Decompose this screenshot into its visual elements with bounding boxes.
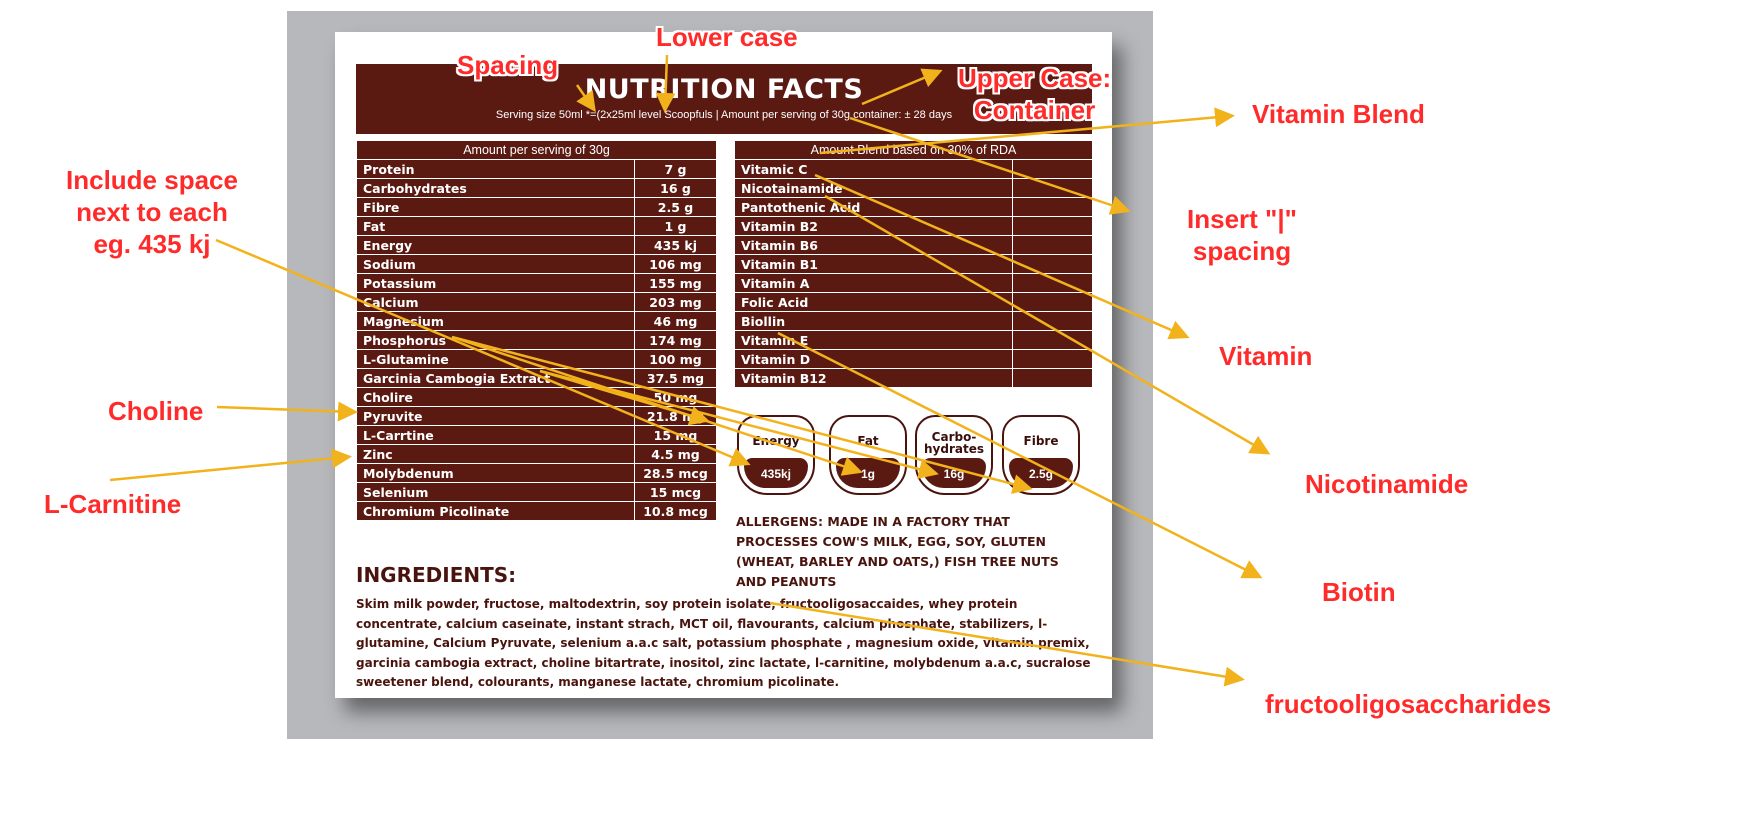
badge-name: Energy	[752, 434, 800, 448]
nutrient-value: 4.5 mg	[634, 444, 717, 464]
annotation-vitamin: Vitamin	[1219, 341, 1313, 371]
nutrient-row: Fat 1 g	[356, 216, 717, 236]
label-title: NUTRITION FACTS	[584, 74, 864, 105]
nutrient-value: 15 mg	[634, 425, 717, 445]
annotation-upper-case-text: Upper Case: Container	[958, 63, 1112, 125]
annotation-nicotinamide: Nicotinamide	[1305, 469, 1469, 499]
vitamin-name: Vitamin B12	[734, 368, 1013, 388]
vitamin-row: Vitamin B1	[734, 254, 1093, 274]
annotation-include-space: Include space next to each eg. 435 kj	[66, 164, 238, 260]
vitamin-name: Vitamin D	[734, 349, 1013, 369]
nutrient-value: 1 g	[634, 216, 717, 236]
badge-name: Carbo-hydrates	[924, 430, 984, 456]
nutrient-row: L-Glutamine 100 mg	[356, 349, 717, 369]
nutrient-row: Potassium 155 mg	[356, 273, 717, 293]
nutrient-name: Molybdenum	[356, 463, 635, 483]
vitamin-row: Pantothenic Acid	[734, 197, 1093, 217]
annotation-upper-case: Upper Case: Container	[958, 62, 1111, 126]
nutrient-value: 100 mg	[634, 349, 717, 369]
arrow-space-4	[451, 335, 1033, 494]
nutrient-row: Garcinia Cambogia Extract 37.5 mg	[356, 368, 717, 388]
badge-value: 435kj	[760, 467, 792, 481]
vitamin-row: Vitamin B6	[734, 235, 1093, 255]
annotation-include-space-text: Include space next to each eg. 435 kj	[66, 165, 238, 259]
badge-fill	[744, 458, 808, 488]
arrow-insert-pipe	[849, 116, 1131, 215]
nutrient-row: Molybdenum 28.5 mcg	[356, 463, 717, 483]
vitamin-row: Vitamin B12	[734, 368, 1093, 388]
nutrient-value: 37.5 mg	[634, 368, 717, 388]
vitamin-value	[1012, 368, 1093, 388]
arrow-space-5	[539, 369, 710, 426]
label-header: NUTRITION FACTS Serving size 50ml *=(2x2…	[356, 64, 1092, 134]
nutrient-value: 16 g	[634, 178, 717, 198]
arrow-choline	[216, 401, 358, 422]
nutrient-name: Chromium Picolinate	[356, 501, 635, 521]
nutrient-row: Protein 7 g	[356, 159, 717, 179]
nutrient-name: Selenium	[356, 482, 635, 502]
nutrient-value: 106 mg	[634, 254, 717, 274]
annotation-insert-pipe-text: Insert "|" spacing	[1187, 204, 1297, 266]
nutrient-badge: Energy 435kj	[737, 415, 815, 495]
nutrient-table: Amount per serving of 30g Protein 7 g Carb…	[356, 140, 717, 521]
nutrient-row: Chromium Picolinate 10.8 mcg	[356, 501, 717, 521]
arrow-spacing	[575, 84, 596, 113]
ingredients-title: INGREDIENTS:	[356, 563, 517, 587]
serving-size-text: Serving size 50ml *=(2x25ml level Scoopf…	[495, 109, 953, 121]
nutrient-name: Fat	[356, 216, 635, 236]
nutrient-name: L-Glutamine	[356, 349, 635, 369]
vitamin-name: Vitamin B1	[734, 254, 1013, 274]
arrow-vitamin	[814, 173, 1190, 340]
annotation-choline: Choline	[108, 396, 204, 426]
arrow-upper-case	[861, 68, 943, 106]
arrow-vitamin-blend	[819, 107, 1235, 155]
nutrient-row: Carbohydrates 16 g	[356, 178, 717, 198]
arrow-space-1	[215, 238, 751, 467]
nutrient-row: Phosphorus 174 mg	[356, 330, 717, 350]
badge-name: Fibre	[1023, 434, 1059, 448]
annotation-biotin: Biotin	[1322, 577, 1396, 607]
nutrient-badge: Carbo-hydrates 16g	[915, 415, 993, 495]
arrow-l-carnitine	[109, 448, 352, 482]
vitamin-row: Vitamin D	[734, 349, 1093, 369]
vitamin-name: Pantothenic Acid	[734, 197, 1013, 217]
annotation-l-carnitine: L-Carnitine	[44, 489, 182, 519]
arrow-nicotinamide	[824, 194, 1271, 455]
annotation-vitamin-blend: Vitamin Blend	[1252, 99, 1425, 129]
nutrient-value: 10.8 mcg	[634, 501, 717, 521]
arrow-lower-case	[655, 54, 676, 113]
allergens-text: ALLERGENS: MADE IN A FACTORY THAT PROCES…	[736, 514, 1059, 589]
nutrient-name: Magnesium	[356, 311, 635, 331]
nutrient-row: Sodium 106 mg	[356, 254, 717, 274]
badge-shape: Energy 435kj	[737, 415, 815, 495]
arrow-space-3	[539, 369, 939, 479]
vitamin-blend-table: Amount Blend based on 30% of RDA Vitamic…	[734, 140, 1093, 388]
arrow-biotin	[777, 331, 1263, 579]
annotation-spacing: Spacing	[457, 50, 559, 80]
annotation-lower-case: Lower case	[656, 22, 798, 52]
badge-shape: Carbo-hydrates 16g	[915, 415, 993, 495]
annotation-fructooligosaccharides: fructooligosaccharides	[1265, 689, 1552, 719]
nutrient-row: Magnesium 46 mg	[356, 311, 717, 331]
nutrient-value: 2.5 g	[634, 197, 717, 217]
badge-value: 1g	[860, 467, 875, 481]
annotation-insert-pipe: Insert "|" spacing	[1187, 203, 1297, 267]
arrow-fructo	[769, 601, 1245, 687]
